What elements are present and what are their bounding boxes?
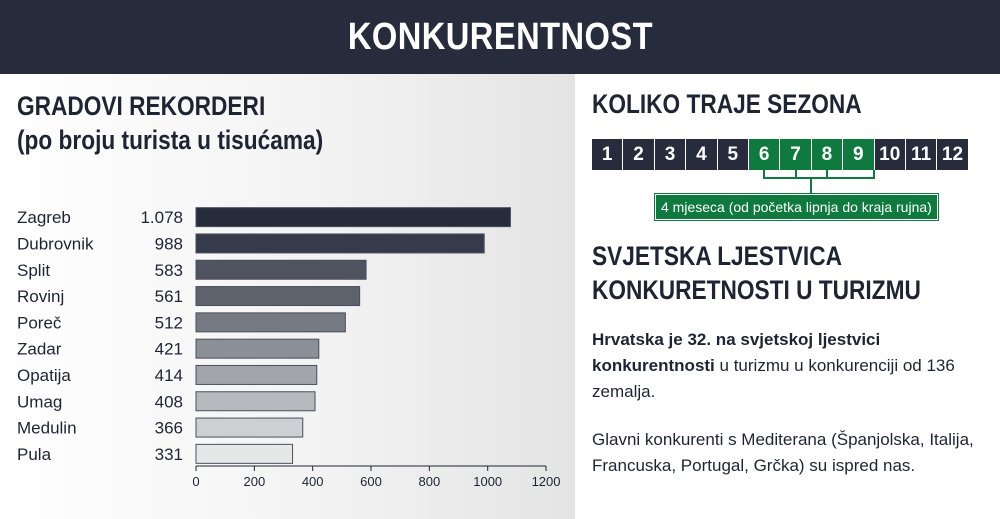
month-1: 1 [592, 139, 624, 170]
season-title: KOLIKO TRAJE SEZONA [592, 89, 862, 119]
bar [195, 364, 318, 385]
bar [195, 338, 320, 359]
season-label: 4 mjeseca (od početka lipnja do kraja ru… [654, 193, 939, 221]
value-label: 331 [155, 445, 183, 464]
bar [195, 443, 294, 464]
left-panel: GRADOVI REKORDERI (po broju turista u ti… [0, 74, 575, 519]
chart-subtitle: (po broju turista u tisućama) [17, 125, 324, 155]
category-label: Zagreb [17, 208, 71, 227]
page-title: KONKURENTNOST [347, 15, 653, 58]
value-label: 408 [155, 392, 183, 411]
right-panel: KOLIKO TRAJE SEZONA 1 2 3 4 5 6 7 8 9 10 11 12 4 mj… [575, 74, 1000, 519]
value-label: 561 [155, 287, 183, 306]
value-label: 1.078 [140, 208, 183, 227]
month-11: 11 [905, 139, 938, 170]
bar [195, 259, 367, 280]
x-tick-label: 800 [419, 474, 441, 489]
category-label: Split [17, 261, 50, 280]
value-label: 366 [155, 419, 183, 438]
ranking-paragraph-2: Glavni konkurenti s Mediterana (Španjols… [592, 430, 974, 475]
months-strip: 1 2 3 4 5 6 7 8 9 10 11 12 [592, 139, 969, 170]
month-5: 5 [717, 139, 749, 170]
category-label: Dubrovnik [17, 234, 94, 253]
bar [195, 207, 511, 228]
chart-title: GRADOVI REKORDERI [17, 91, 266, 121]
x-tick-label: 200 [243, 474, 265, 489]
month-10: 10 [874, 139, 906, 170]
value-label: 512 [155, 313, 183, 332]
category-label: Zadar [17, 340, 62, 359]
bar-chart: Zagreb 1.078 Dubrovnik 988 Split 583 Rovinj 561… [17, 207, 561, 489]
category-label: Medulin [17, 419, 77, 438]
month-2: 2 [623, 139, 655, 170]
ranking-paragraph-1: Hrvatska je 32. na svjetskoj ljestvici k… [592, 327, 987, 405]
month-7: 7 [780, 139, 812, 170]
value-label: 421 [155, 340, 183, 359]
bar [195, 417, 304, 438]
x-tick-label: 0 [192, 474, 199, 489]
value-label: 988 [155, 234, 183, 253]
category-label: Umag [17, 392, 62, 411]
ranking-title-line2: KONKURETNOSTI U TURIZMU [592, 275, 921, 305]
ranking-text: u turizmu u konkurenciji od 136 zemalja. [592, 356, 955, 401]
category-label: Pula [17, 445, 52, 464]
x-tick-label: 1000 [473, 474, 502, 489]
month-3: 3 [654, 139, 687, 170]
category-label: Opatija [17, 366, 71, 385]
month-12: 12 [937, 139, 969, 170]
month-9: 9 [843, 139, 875, 170]
x-tick-label: 400 [302, 474, 324, 489]
month-4: 4 [686, 139, 718, 170]
bar [195, 312, 346, 333]
bar [195, 233, 485, 254]
bar [195, 391, 316, 412]
bar [195, 286, 361, 307]
season-bracket [763, 170, 875, 195]
month-6: 6 [748, 139, 781, 170]
ranking-highlight: Hrvatska je 32. na svjetskoj ljestvici k… [592, 330, 881, 375]
x-tick-label: 600 [360, 474, 382, 489]
value-label: 583 [155, 261, 183, 280]
x-tick-label: 1200 [532, 474, 561, 489]
category-label: Rovinj [17, 287, 64, 306]
header-bar: KONKURENTNOST [0, 0, 1000, 74]
month-8: 8 [811, 139, 844, 170]
ranking-title-line1: SVJETSKA LJESTVICA [592, 241, 842, 271]
value-label: 414 [155, 366, 183, 385]
category-label: Poreč [17, 313, 62, 332]
